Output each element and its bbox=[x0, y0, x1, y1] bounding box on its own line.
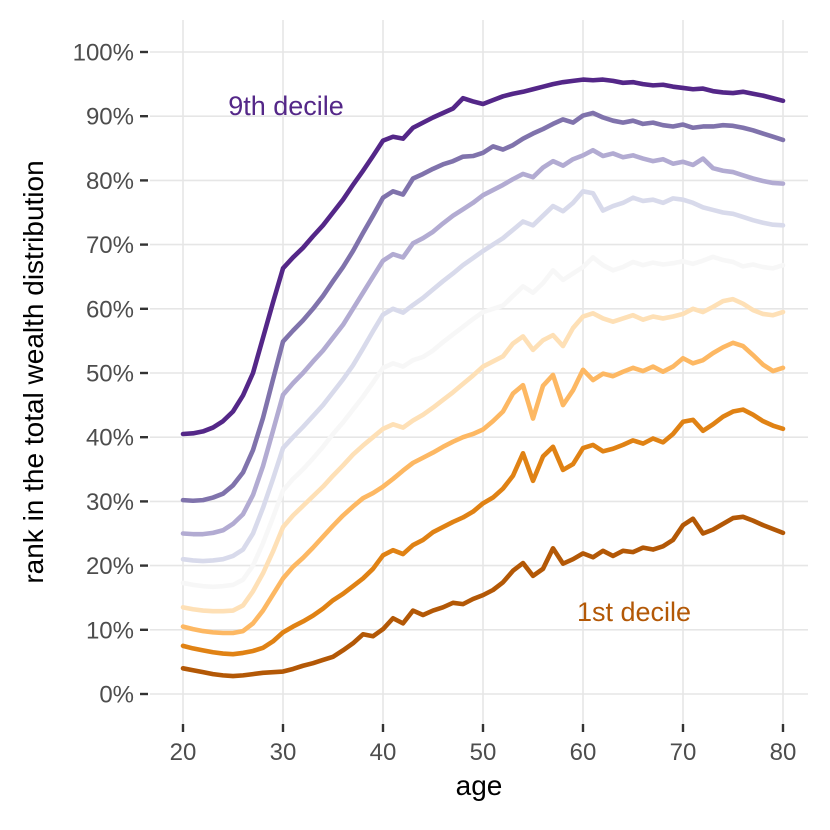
y-tick-label: 100% bbox=[73, 40, 134, 67]
decile-line-6 bbox=[180, 189, 786, 564]
x-tick-label: 30 bbox=[270, 739, 297, 766]
y-tick-label: 20% bbox=[86, 553, 134, 580]
y-axis-title: rank in the total wealth distribution bbox=[18, 160, 49, 584]
x-tick-label: 40 bbox=[370, 739, 397, 766]
y-tick-label: 50% bbox=[86, 361, 134, 388]
decile-line-9 bbox=[180, 77, 786, 437]
decile-line-5 bbox=[180, 254, 786, 590]
decile-line-7 bbox=[180, 147, 786, 537]
y-tick-label: 0% bbox=[99, 682, 134, 709]
x-tick-label: 70 bbox=[670, 739, 697, 766]
y-tick-label: 30% bbox=[86, 489, 134, 516]
y-tick-label: 10% bbox=[86, 617, 134, 644]
y-tick-label: 90% bbox=[86, 104, 134, 131]
y-tick-label: 70% bbox=[86, 232, 134, 259]
annotation-1st-decile: 1st decile bbox=[577, 597, 691, 627]
decile-line-1 bbox=[180, 514, 786, 679]
x-tick-label: 60 bbox=[570, 739, 597, 766]
x-tick-label: 20 bbox=[170, 739, 197, 766]
x-tick-label: 50 bbox=[470, 739, 497, 766]
y-tick-label: 60% bbox=[86, 296, 134, 323]
decile-line-2 bbox=[180, 407, 786, 657]
x-tick-label: 80 bbox=[770, 739, 797, 766]
x-axis-title: age bbox=[455, 770, 503, 801]
y-tick-label: 40% bbox=[86, 425, 134, 452]
decile-line-4 bbox=[180, 296, 786, 614]
annotation-9th-decile: 9th decile bbox=[228, 91, 344, 121]
y-tick-label: 80% bbox=[86, 168, 134, 195]
decile-line-3 bbox=[180, 340, 786, 636]
decile-line-8 bbox=[180, 110, 786, 504]
